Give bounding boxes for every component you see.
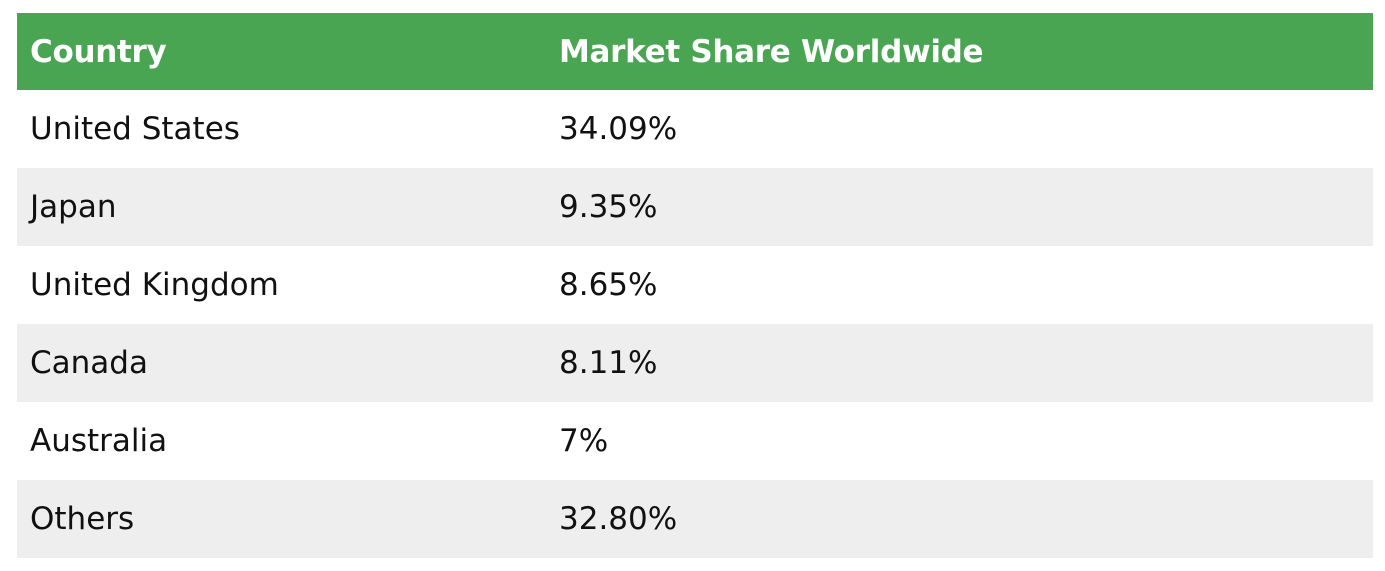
column-header-market-share: Market Share Worldwide (559, 33, 984, 70)
header-row: Country Market Share Worldwide (17, 13, 1373, 90)
table-row: United States 34.09% (17, 90, 1373, 168)
table-row: Japan 9.35% (17, 168, 1373, 246)
market-share-cell: 32.80% (559, 501, 678, 537)
table-row: Others 32.80% (17, 480, 1373, 558)
market-share-cell: 34.09% (559, 111, 678, 147)
column-header-country: Country (30, 33, 167, 70)
country-cell: Japan (30, 189, 117, 225)
table-row: Canada 8.11% (17, 324, 1373, 402)
market-share-table: Country Market Share Worldwide United St… (17, 13, 1373, 558)
country-cell: Others (30, 501, 135, 537)
market-share-cell: 8.65% (559, 267, 658, 303)
country-cell: United States (30, 111, 240, 147)
market-share-cell: 7% (559, 423, 609, 459)
market-share-cell: 9.35% (559, 189, 658, 225)
country-cell: Australia (30, 423, 168, 459)
market-share-table-container: Country Market Share Worldwide United St… (17, 13, 1373, 558)
table-body: United States 34.09% Japan 9.35% United … (17, 90, 1373, 558)
country-cell: United Kingdom (30, 267, 279, 303)
table-header: Country Market Share Worldwide (17, 13, 1373, 90)
market-share-cell: 8.11% (559, 345, 658, 381)
country-cell: Canada (30, 345, 148, 381)
table-row: Australia 7% (17, 402, 1373, 480)
table-row: United Kingdom 8.65% (17, 246, 1373, 324)
